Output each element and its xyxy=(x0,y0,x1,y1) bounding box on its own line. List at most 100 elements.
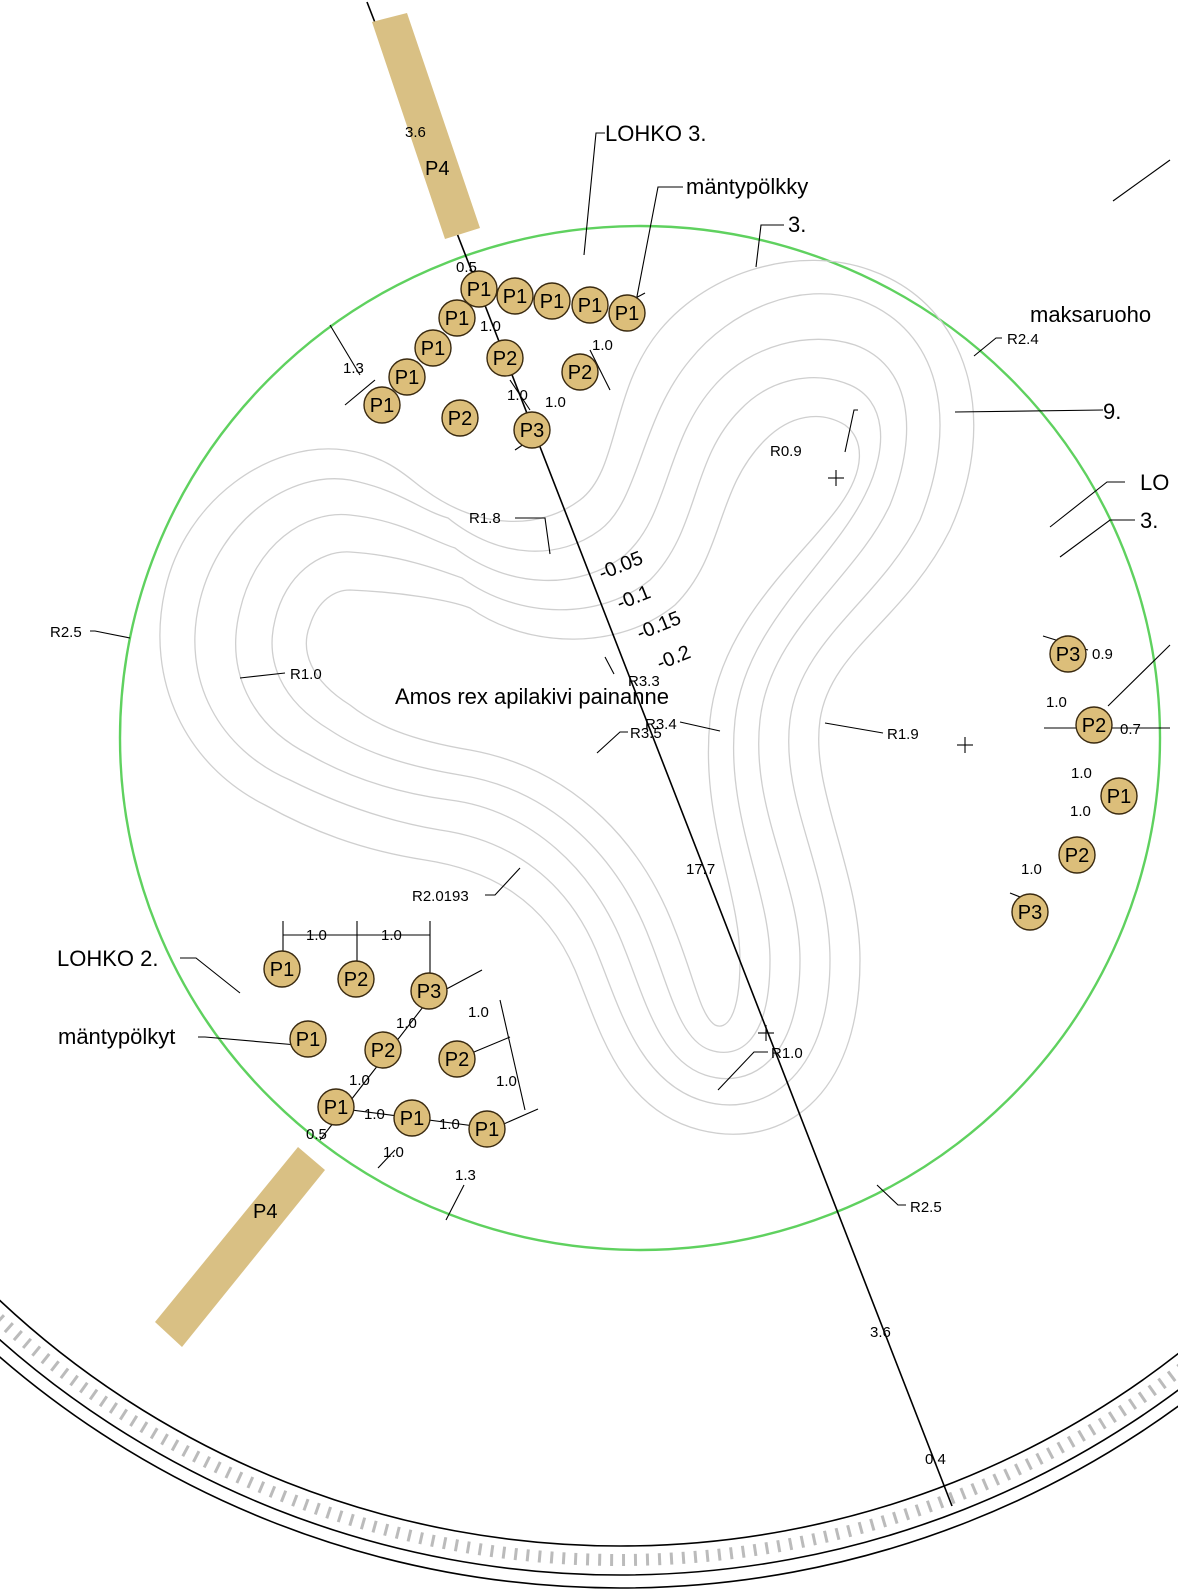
plant-circle xyxy=(364,1031,402,1069)
plant-right-p3: P3 xyxy=(1049,635,1087,673)
plant-label: P3 xyxy=(1018,902,1042,924)
plant-bottom-p1: P1 xyxy=(393,1099,431,1137)
plant-circle xyxy=(438,1040,476,1078)
dim-10-h2: 1.0 xyxy=(381,927,402,944)
plant-circle xyxy=(263,950,301,988)
plant-label: P1 xyxy=(445,308,469,330)
plant-label: P2 xyxy=(493,348,517,370)
label-lohko-right: LO xyxy=(1140,470,1169,495)
plant-top-p1: P1 xyxy=(496,277,534,315)
dim-10-bl2: 1.0 xyxy=(396,1015,417,1032)
slope-015: -0.15 xyxy=(634,607,685,644)
plant-circle xyxy=(1049,635,1087,673)
plant-bottom-p3: P3 xyxy=(410,972,448,1010)
dim-10-r3: 1.0 xyxy=(1070,803,1091,820)
section-line xyxy=(366,1,953,1507)
label-lohko-3: LOHKO 3. xyxy=(605,121,706,146)
plant-top-p1: P1 xyxy=(438,299,476,337)
plant-circle xyxy=(289,1020,327,1058)
plant-top-p1: P1 xyxy=(608,294,646,332)
radius-r25-bottom: R2.5 xyxy=(910,1199,942,1216)
dim-10-bl4: 1.0 xyxy=(349,1072,370,1089)
radius-r35: R3.5 xyxy=(630,725,662,742)
dim-10-r4: 1.0 xyxy=(1021,861,1042,878)
dim-05-top: 0.5 xyxy=(456,259,477,276)
plant-label: P1 xyxy=(475,1119,499,1141)
plant-label: P3 xyxy=(417,981,441,1003)
dim-04: 0.4 xyxy=(925,1451,946,1468)
log-top xyxy=(372,13,480,239)
radius-r25-left: R2.5 xyxy=(50,624,82,641)
plant-label: P3 xyxy=(1056,644,1080,666)
dim-10-a: 1.0 xyxy=(480,318,501,335)
plant-circle xyxy=(317,1088,355,1126)
plant-bottom-p1: P1 xyxy=(289,1020,327,1058)
plant-circle xyxy=(1075,706,1113,744)
log-top-label: P4 xyxy=(425,158,449,180)
plant-label: P1 xyxy=(270,959,294,981)
dim-10-bl7: 1.0 xyxy=(383,1144,404,1161)
dim-10-bl1: 1.0 xyxy=(468,1004,489,1021)
plant-top-p1: P1 xyxy=(414,329,452,367)
plant-bottom-p1: P1 xyxy=(317,1088,355,1126)
dim-09-right: 0.9 xyxy=(1092,646,1113,663)
plant-circle xyxy=(513,411,551,449)
plant-circle xyxy=(337,960,375,998)
label-maksaruoho: maksaruoho xyxy=(1030,302,1151,327)
label-mantypolkyt: mäntypölkyt xyxy=(58,1024,175,1049)
plant-bottom-p2: P2 xyxy=(364,1031,402,1069)
plant-label: P1 xyxy=(467,279,491,301)
plant-circle xyxy=(1058,836,1096,874)
plant-circle xyxy=(460,270,498,308)
plant-label: P2 xyxy=(371,1040,395,1062)
label-lohko-2: LOHKO 2. xyxy=(57,946,158,971)
plant-label: P1 xyxy=(540,291,564,313)
plant-bottom-p1: P1 xyxy=(468,1110,506,1148)
plant-label: P1 xyxy=(296,1029,320,1051)
plant-circle xyxy=(496,277,534,315)
dim-13-bottom: 1.3 xyxy=(455,1167,476,1184)
plant-right-p2: P2 xyxy=(1058,836,1096,874)
log-bottom-label: P4 xyxy=(253,1201,277,1223)
plant-label: P1 xyxy=(400,1108,424,1130)
plant-label: P3 xyxy=(520,420,544,442)
plant-circle xyxy=(414,329,452,367)
plant-top-p1: P1 xyxy=(533,282,571,320)
radius-r09: R0.9 xyxy=(770,443,802,460)
log-bottom xyxy=(155,1147,325,1347)
label-mantypolkky: mäntypölkky xyxy=(686,174,808,199)
centre-markers xyxy=(758,470,973,1041)
radius-r10-bottom: R1.0 xyxy=(771,1045,803,1062)
dim-36-top: 3.6 xyxy=(405,124,426,141)
plant-label: P1 xyxy=(615,303,639,325)
label-3-right: 3. xyxy=(1140,508,1158,533)
dim-10-bl3: 1.0 xyxy=(496,1073,517,1090)
label-center-title: Amos rex apilakivi painanne xyxy=(395,684,669,709)
radius-r18: R1.8 xyxy=(469,510,501,527)
plant-circle xyxy=(571,286,609,324)
plant-right-p2: P2 xyxy=(1075,706,1113,744)
label-9: 9. xyxy=(1103,399,1121,424)
dim-10-r1: 1.0 xyxy=(1046,694,1067,711)
dim-07-right: 0.7 xyxy=(1120,721,1141,738)
dim-05-bottom: 0.5 xyxy=(306,1126,327,1143)
plant-circle xyxy=(363,386,401,424)
plant-label: P1 xyxy=(370,395,394,417)
radius-r34: R3.4 xyxy=(645,716,677,733)
dim-36-bottom: 3.6 xyxy=(870,1324,891,1341)
dim-177: 17.7 xyxy=(686,861,715,878)
plant-circle xyxy=(410,972,448,1010)
plant-label: P1 xyxy=(395,367,419,389)
slope-01: -0.1 xyxy=(614,581,654,614)
plant-top-p1: P1 xyxy=(571,286,609,324)
plant-circle xyxy=(533,282,571,320)
plant-top-p1: P1 xyxy=(460,270,498,308)
plant-top-p2: P2 xyxy=(486,339,524,377)
slope-02: -0.2 xyxy=(654,641,694,674)
dim-10-d: 1.0 xyxy=(545,394,566,411)
plant-label: P2 xyxy=(448,408,472,430)
plant-label: P2 xyxy=(344,969,368,991)
plant-circle xyxy=(561,353,599,391)
